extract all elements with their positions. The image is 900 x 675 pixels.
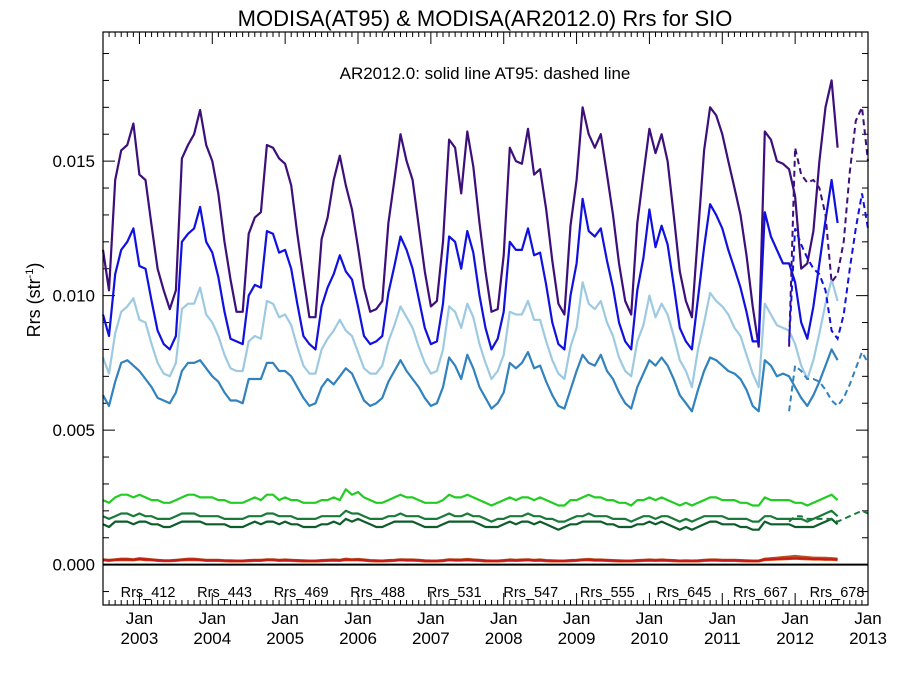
x-tick-year: 2008	[485, 629, 523, 648]
series-line-rrs-443	[101, 178, 839, 351]
y-tick-label: 0.005	[52, 421, 95, 440]
x-tick-month: Jan	[344, 609, 371, 628]
series-line-rrs-678	[102, 557, 838, 563]
x-tick-month: Jan	[417, 609, 444, 628]
legend-label-rrs-488: Rrs_488	[350, 585, 405, 601]
dashed-series-line-3	[788, 509, 869, 523]
x-tick-year: 2005	[266, 629, 304, 648]
legend-label-rrs-531: Rrs_531	[427, 585, 482, 601]
legend-label-rrs-555: Rrs_555	[580, 585, 635, 601]
plot-area: 0.0000.0050.0100.015Jan2003Jan2004Jan200…	[52, 32, 887, 648]
x-tick-month: Jan	[563, 609, 590, 628]
y-tick-label: 0.010	[52, 287, 95, 306]
legend-label-rrs-443: Rrs_443	[197, 585, 252, 601]
x-tick-month: Jan	[854, 609, 881, 628]
x-tick-month: Jan	[490, 609, 517, 628]
dashed-series-line-2	[788, 349, 869, 412]
y-tick-label: 0.015	[52, 152, 95, 171]
y-axis-label-sup: -1	[24, 269, 36, 279]
legend-label-rrs-412: Rrs_412	[121, 585, 176, 601]
y-tick-label: 0.000	[52, 556, 95, 575]
x-tick-year: 2009	[558, 629, 596, 648]
legend-label-rrs-547: Rrs_547	[503, 585, 558, 601]
series-line-rrs-547	[102, 509, 839, 523]
series-line-rrs-555	[102, 517, 839, 531]
series-line-rrs-469	[101, 278, 839, 389]
series-line-rrs-412	[101, 79, 839, 348]
x-tick-year: 2012	[776, 629, 814, 648]
x-tick-year: 2007	[412, 629, 450, 648]
legend-label-rrs-645: Rrs_645	[656, 585, 711, 601]
x-tick-month: Jan	[199, 609, 226, 628]
x-tick-year: 2003	[121, 629, 159, 648]
legend-label-rrs-678: Rrs_678	[810, 585, 865, 601]
x-tick-year: 2010	[631, 629, 669, 648]
x-tick-month: Jan	[126, 609, 153, 628]
chart-annotation: AR2012.0: solid line AT95: dashed line	[340, 64, 631, 83]
chart-title: MODISA(AT95) & MODISA(AR2012.0) Rrs for …	[238, 6, 733, 31]
y-axis-label-close: )	[24, 263, 44, 269]
series-line-rrs-531	[102, 488, 839, 507]
dashed-series-line-1	[788, 193, 869, 342]
series-line-rrs-488	[102, 348, 839, 413]
x-tick-month: Jan	[271, 609, 298, 628]
x-tick-year: 2013	[849, 629, 887, 648]
x-tick-year: 2004	[193, 629, 231, 648]
legend-label-rrs-667: Rrs_667	[733, 585, 788, 601]
x-tick-month: Jan	[709, 609, 736, 628]
x-tick-month: Jan	[636, 609, 663, 628]
y-axis-label-main: Rrs (str	[24, 278, 44, 337]
x-tick-month: Jan	[781, 609, 808, 628]
x-tick-year: 2006	[339, 629, 377, 648]
x-tick-year: 2011	[704, 629, 741, 648]
plot-frame	[102, 31, 869, 606]
y-axis-label: Rrs (str-1)	[24, 263, 44, 338]
legend-label-rrs-469: Rrs_469	[274, 585, 329, 601]
dashed-series-line-0	[788, 103, 869, 347]
